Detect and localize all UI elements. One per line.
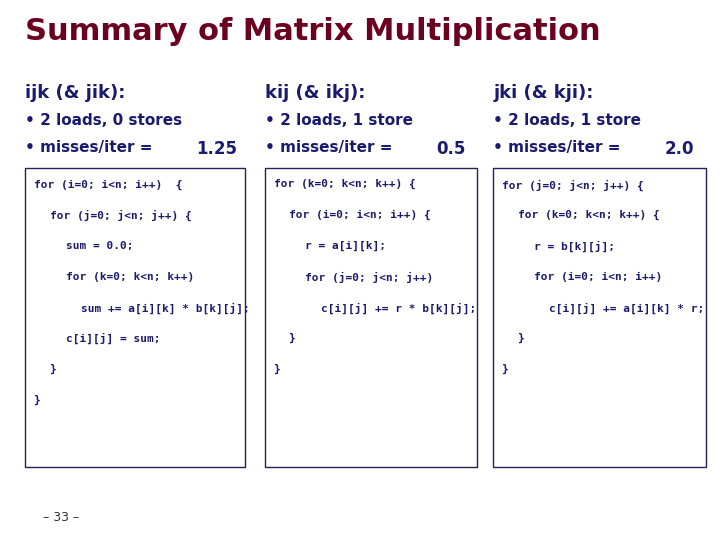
- Text: }: }: [50, 364, 56, 374]
- Text: }: }: [502, 364, 508, 374]
- Text: for (i=0; i<n; i++)  {: for (i=0; i<n; i++) {: [34, 179, 182, 190]
- Text: • 2 loads, 1 store: • 2 loads, 1 store: [493, 113, 642, 129]
- FancyBboxPatch shape: [25, 168, 245, 467]
- Text: r = b[k][j];: r = b[k][j];: [534, 241, 615, 252]
- Text: sum = 0.0;: sum = 0.0;: [66, 241, 133, 251]
- Text: r = a[i][k];: r = a[i][k];: [305, 241, 386, 251]
- Text: 1.25: 1.25: [197, 140, 238, 158]
- Text: • misses/iter =: • misses/iter =: [493, 140, 626, 156]
- Text: kij (& ikj):: kij (& ikj):: [265, 84, 365, 102]
- Text: c[i][j] += a[i][k] * r;: c[i][j] += a[i][k] * r;: [549, 302, 705, 314]
- Text: }: }: [34, 395, 40, 405]
- Text: 2.0: 2.0: [665, 140, 694, 158]
- Text: • 2 loads, 1 store: • 2 loads, 1 store: [265, 113, 413, 129]
- Text: 0.5: 0.5: [436, 140, 466, 158]
- Text: for (k=0; k<n; k++) {: for (k=0; k<n; k++) {: [274, 179, 415, 190]
- Text: }: }: [274, 364, 280, 374]
- Text: • misses/iter =: • misses/iter =: [265, 140, 397, 156]
- Text: }: }: [289, 333, 296, 343]
- Text: for (i=0; i<n; i++): for (i=0; i<n; i++): [534, 272, 662, 282]
- Text: }: }: [518, 333, 524, 343]
- Text: for (k=0; k<n; k++): for (k=0; k<n; k++): [66, 272, 194, 282]
- Text: Summary of Matrix Multiplication: Summary of Matrix Multiplication: [25, 17, 600, 46]
- FancyBboxPatch shape: [265, 168, 477, 467]
- Text: for (i=0; i<n; i++) {: for (i=0; i<n; i++) {: [289, 210, 431, 220]
- Text: • misses/iter =: • misses/iter =: [25, 140, 158, 156]
- Text: jki (& kji):: jki (& kji):: [493, 84, 593, 102]
- Text: – 33 –: – 33 –: [43, 511, 79, 524]
- Text: for (j=0; j<n; j++) {: for (j=0; j<n; j++) {: [50, 210, 192, 221]
- Text: for (j=0; j<n; j++) {: for (j=0; j<n; j++) {: [502, 179, 644, 191]
- Text: ijk (& jik):: ijk (& jik):: [25, 84, 125, 102]
- Text: c[i][j] += r * b[k][j];: c[i][j] += r * b[k][j];: [321, 302, 477, 314]
- FancyBboxPatch shape: [493, 168, 706, 467]
- Text: • 2 loads, 0 stores: • 2 loads, 0 stores: [25, 113, 182, 129]
- Text: for (k=0; k<n; k++) {: for (k=0; k<n; k++) {: [518, 210, 660, 220]
- Text: c[i][j] = sum;: c[i][j] = sum;: [66, 333, 160, 345]
- Text: sum += a[i][k] * b[k][j];: sum += a[i][k] * b[k][j];: [81, 302, 250, 314]
- Text: for (j=0; j<n; j++): for (j=0; j<n; j++): [305, 272, 433, 282]
